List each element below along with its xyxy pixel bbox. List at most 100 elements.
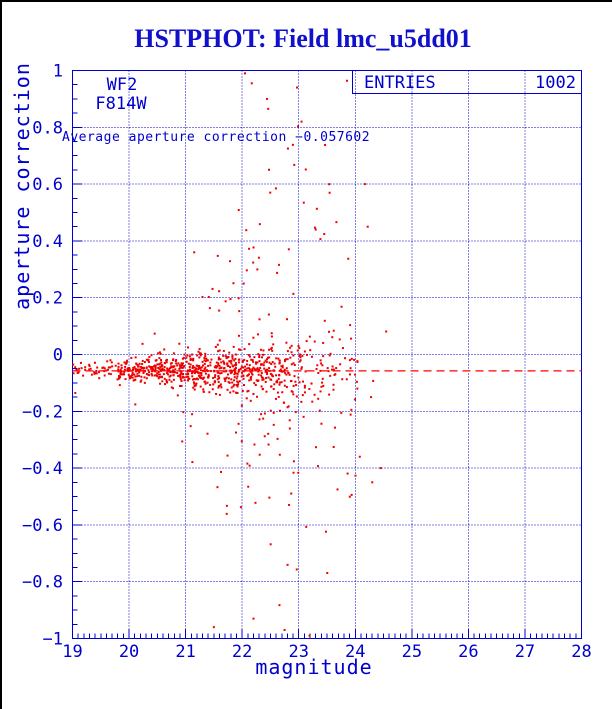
data-point [120,364,123,367]
data-point [234,362,237,365]
data-point [163,366,166,369]
data-point [200,371,203,374]
data-point [298,347,301,350]
data-point [196,370,199,373]
data-point [159,359,162,362]
data-point [193,382,196,385]
data-point [210,358,213,361]
data-point [280,381,283,384]
data-point [168,378,171,381]
data-point [350,493,353,496]
data-point [175,359,178,362]
data-point [336,488,339,491]
data-point [203,376,206,379]
data-point [239,367,242,370]
scatter-points [72,72,388,637]
data-point [163,377,166,380]
data-point [288,503,291,506]
data-point [218,393,221,396]
y-tick-label: 0.4 [32,232,63,252]
data-point [78,367,81,370]
data-point [238,348,241,351]
data-point [239,506,242,509]
data-point [153,374,156,377]
data-point [297,471,300,474]
data-point [128,376,131,379]
data-point [182,366,185,369]
data-point [231,354,234,357]
data-point [167,373,170,376]
data-point [166,381,169,384]
data-point [147,358,150,361]
data-point [238,369,241,372]
data-point [201,364,204,367]
data-point [277,395,280,398]
data-point [145,377,148,380]
data-point [234,353,237,356]
entries-box [351,69,583,95]
data-point [355,380,358,383]
data-point [251,373,254,376]
data-point [222,370,225,373]
data-point [271,361,274,364]
data-point [209,383,212,386]
data-point [197,366,200,369]
data-point [202,388,205,391]
data-point [192,359,195,362]
data-point [147,360,150,363]
data-point [212,626,215,629]
data-point [257,353,260,356]
x-tick-label: 28 [571,642,591,662]
data-point [199,352,202,355]
data-point [256,361,259,364]
data-point [293,163,296,166]
data-point [138,371,141,374]
data-point [132,368,135,371]
data-point [158,367,161,370]
data-point [350,408,353,411]
data-point [199,369,202,372]
data-point [235,391,238,394]
data-point [278,374,281,377]
data-point [136,375,139,378]
data-point [235,363,238,366]
data-point [179,384,182,387]
data-point [234,357,237,360]
data-point [322,384,325,387]
data-point [230,359,233,362]
data-point [240,440,243,443]
data-point [160,369,163,372]
data-point [151,366,154,369]
data-point [223,378,226,381]
data-point [294,380,297,383]
data-point [234,368,237,371]
data-point [183,365,186,368]
data-point [310,355,313,358]
x-tick-label: 21 [175,642,195,662]
data-point [154,366,157,369]
x-tick-label: 20 [119,642,139,662]
data-point [218,290,221,293]
data-point [114,364,117,367]
data-point [248,368,251,371]
data-point [193,378,196,381]
data-point [217,364,220,367]
data-point [296,349,299,352]
data-point [134,367,137,370]
data-point [341,347,344,350]
data-point [75,369,78,372]
data-point [303,350,306,353]
data-point [150,372,153,375]
data-point [228,381,231,384]
data-point [178,367,181,370]
data-point [145,358,148,361]
data-point [74,366,77,369]
data-point [305,340,308,343]
data-point [263,435,266,438]
data-point [133,366,136,369]
data-point [319,390,322,393]
data-point [122,370,125,373]
data-point [304,168,307,171]
data-point [193,371,196,374]
data-point [110,361,113,364]
